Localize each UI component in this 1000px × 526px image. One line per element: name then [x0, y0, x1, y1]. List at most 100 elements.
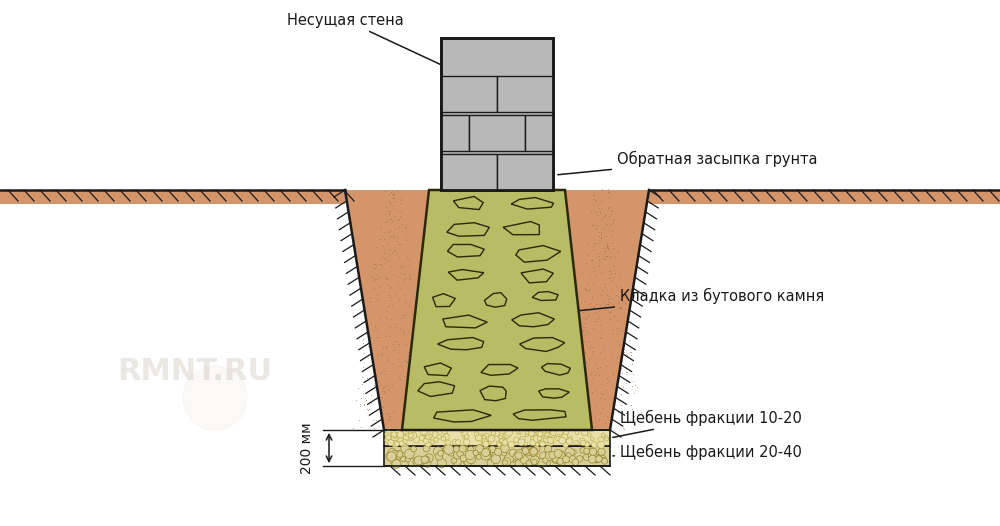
- Circle shape: [480, 435, 486, 442]
- Circle shape: [458, 448, 468, 458]
- Circle shape: [584, 448, 590, 454]
- Circle shape: [518, 439, 525, 446]
- Circle shape: [476, 454, 481, 459]
- Circle shape: [433, 447, 443, 457]
- Circle shape: [501, 444, 509, 453]
- Circle shape: [443, 434, 450, 440]
- Circle shape: [537, 459, 546, 468]
- Circle shape: [520, 456, 528, 464]
- Circle shape: [540, 441, 545, 447]
- Circle shape: [545, 432, 549, 437]
- Circle shape: [483, 433, 490, 440]
- Circle shape: [518, 432, 521, 435]
- Bar: [525, 115, 553, 151]
- Circle shape: [506, 429, 513, 436]
- Circle shape: [422, 456, 429, 463]
- Circle shape: [510, 456, 517, 462]
- Circle shape: [525, 433, 528, 437]
- Circle shape: [438, 451, 443, 456]
- Circle shape: [398, 438, 403, 443]
- Polygon shape: [448, 269, 484, 280]
- Polygon shape: [433, 294, 455, 307]
- Circle shape: [513, 454, 519, 460]
- Circle shape: [499, 439, 502, 442]
- Circle shape: [411, 446, 416, 452]
- Polygon shape: [503, 221, 539, 235]
- Circle shape: [526, 447, 534, 455]
- Polygon shape: [513, 410, 566, 420]
- Circle shape: [520, 449, 527, 456]
- Circle shape: [399, 439, 402, 442]
- Text: Щебень фракции 10-20: Щебень фракции 10-20: [613, 410, 802, 438]
- Circle shape: [598, 448, 605, 456]
- Polygon shape: [402, 190, 592, 430]
- Circle shape: [405, 449, 414, 459]
- Circle shape: [543, 437, 549, 442]
- Circle shape: [496, 441, 501, 446]
- Text: Кладка из бутового камня: Кладка из бутового камня: [530, 288, 824, 316]
- Polygon shape: [443, 315, 487, 328]
- Circle shape: [515, 459, 522, 467]
- Polygon shape: [565, 190, 649, 430]
- Circle shape: [557, 434, 561, 439]
- Circle shape: [437, 434, 441, 439]
- Circle shape: [549, 434, 552, 437]
- Circle shape: [445, 440, 450, 445]
- Circle shape: [499, 435, 502, 439]
- Circle shape: [574, 440, 578, 445]
- Circle shape: [465, 450, 475, 460]
- Circle shape: [505, 453, 514, 463]
- Polygon shape: [434, 410, 491, 422]
- Circle shape: [408, 458, 417, 467]
- Circle shape: [413, 437, 417, 440]
- Circle shape: [580, 448, 586, 453]
- Circle shape: [581, 429, 588, 436]
- Circle shape: [483, 436, 486, 439]
- Circle shape: [457, 450, 463, 457]
- Circle shape: [504, 431, 511, 438]
- Polygon shape: [484, 292, 507, 307]
- Circle shape: [473, 450, 478, 456]
- Circle shape: [423, 446, 430, 452]
- Circle shape: [563, 455, 570, 462]
- Circle shape: [562, 433, 568, 440]
- Circle shape: [434, 438, 438, 442]
- Polygon shape: [453, 196, 483, 209]
- Circle shape: [396, 430, 401, 434]
- Polygon shape: [345, 190, 429, 430]
- Circle shape: [524, 442, 528, 446]
- Circle shape: [571, 450, 576, 455]
- Polygon shape: [516, 246, 561, 262]
- Circle shape: [420, 428, 427, 435]
- Circle shape: [453, 446, 459, 452]
- Circle shape: [392, 440, 398, 447]
- Circle shape: [401, 456, 406, 462]
- Circle shape: [580, 440, 586, 446]
- Circle shape: [485, 441, 488, 444]
- Text: Обратная засыпка грунта: Обратная засыпка грунта: [558, 151, 818, 175]
- Circle shape: [601, 433, 605, 437]
- Circle shape: [530, 439, 536, 446]
- Circle shape: [601, 458, 606, 463]
- Text: RMNT.RU: RMNT.RU: [117, 357, 273, 386]
- Circle shape: [391, 432, 397, 437]
- Circle shape: [476, 435, 482, 441]
- Circle shape: [483, 441, 489, 447]
- Circle shape: [502, 434, 506, 438]
- Circle shape: [419, 436, 424, 441]
- Circle shape: [441, 436, 446, 441]
- Bar: [469, 115, 525, 151]
- Circle shape: [432, 431, 438, 438]
- Circle shape: [387, 452, 396, 461]
- Polygon shape: [438, 338, 484, 350]
- Circle shape: [502, 460, 508, 465]
- Circle shape: [489, 446, 496, 453]
- Circle shape: [522, 448, 529, 454]
- Circle shape: [386, 451, 396, 461]
- Polygon shape: [418, 382, 455, 397]
- Circle shape: [488, 436, 493, 440]
- Circle shape: [563, 456, 570, 463]
- Circle shape: [540, 452, 547, 459]
- Circle shape: [400, 441, 406, 447]
- Bar: [649, 190, 1000, 204]
